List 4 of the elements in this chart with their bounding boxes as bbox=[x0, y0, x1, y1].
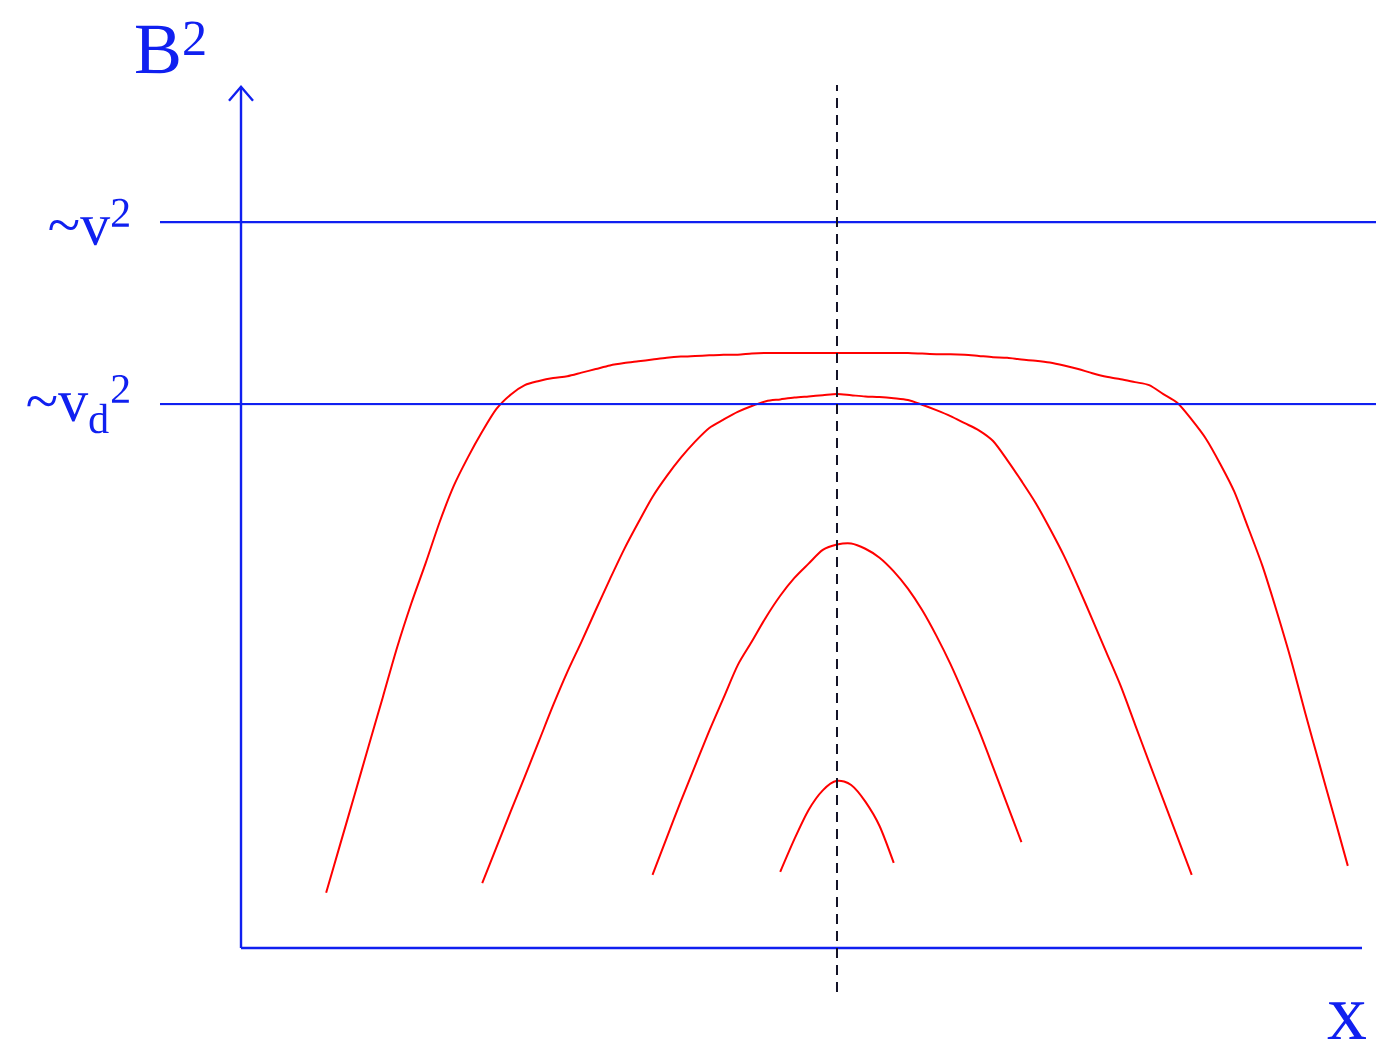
x-axis-title: x bbox=[1327, 1002, 1367, 1039]
y-axis-title: B$^{2}$ bbox=[136, 21, 205, 74]
ref-line-label: ~v$_{d}$2 bbox=[27, 375, 129, 434]
ref-line-label: ~v$^{2}$ bbox=[49, 198, 129, 246]
